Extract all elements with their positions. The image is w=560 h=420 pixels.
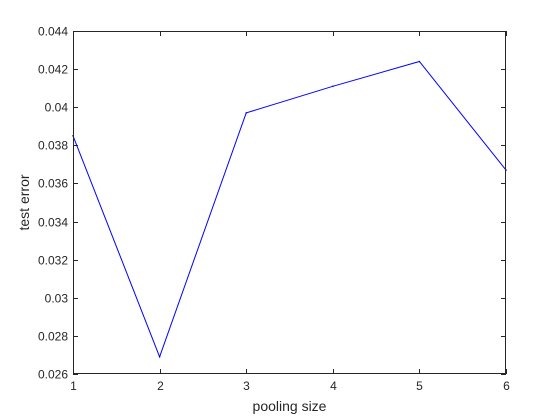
data-point <box>418 60 421 63</box>
y-axis-label: test error <box>16 174 32 230</box>
y-tick-label: 0.032 <box>38 254 68 268</box>
plot-area <box>73 31 506 374</box>
x-tick-label: 4 <box>330 379 337 393</box>
y-tick-label: 0.036 <box>38 177 68 191</box>
y-tick-label: 0.03 <box>45 292 69 306</box>
y-tick-label: 0.044 <box>38 25 68 39</box>
y-tick-label: 0.038 <box>38 139 68 153</box>
series-line <box>72 60 507 359</box>
data-point <box>245 112 247 114</box>
y-tick-label: 0.04 <box>45 101 69 115</box>
x-tick-label: 1 <box>70 379 77 393</box>
plot-border <box>73 31 506 374</box>
y-tick-label: 0.042 <box>38 63 68 77</box>
x-tick-label: 2 <box>157 379 164 393</box>
x-tick-label: 6 <box>503 379 510 393</box>
y-tick-label: 0.028 <box>38 330 68 344</box>
data-point <box>332 85 334 88</box>
y-tick-label: 0.026 <box>38 368 68 382</box>
y-axis-ticks: 0.026 0.028 0.03 0.032 0.034 0.036 0.038 0.04 0.… <box>38 25 506 382</box>
x-tick-label: 3 <box>243 379 250 393</box>
x-axis-label: pooling size <box>253 398 327 414</box>
y-tick-label: 0.034 <box>38 216 68 230</box>
x-tick-label: 5 <box>416 379 423 393</box>
data-point <box>158 356 161 358</box>
